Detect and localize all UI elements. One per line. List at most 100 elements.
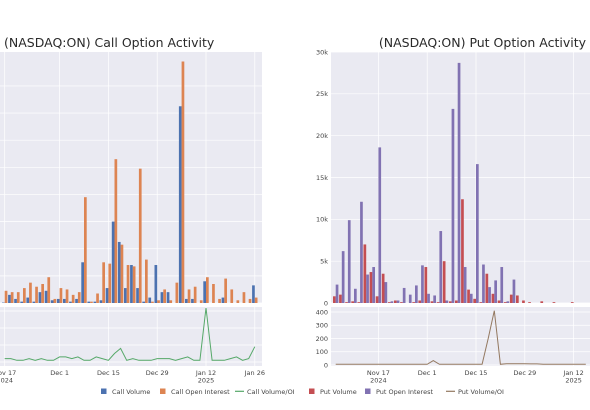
call-volume-oi-line [4, 307, 256, 361]
call-open-interest-bar [47, 277, 51, 303]
put-open-interest-bar [427, 293, 430, 303]
call-open-interest-bar [157, 300, 160, 303]
put-open-interest-bar [415, 285, 418, 303]
call-volume-bar [117, 241, 121, 303]
put-volume-bar [381, 273, 385, 303]
legend-item: Put Volume/OI [446, 388, 504, 396]
call-x-tick-label: Dec 1 [50, 369, 69, 377]
call-volume-bar [252, 285, 255, 303]
call-open-interest-bar [10, 292, 14, 303]
call-volume-bar [203, 281, 206, 303]
call-open-interest-bar [193, 286, 197, 303]
call-open-interest-bar [120, 244, 124, 303]
put-volume-oi-line [335, 310, 586, 365]
call-volume-bar [75, 298, 78, 303]
put-volume-bar [412, 302, 415, 303]
legend-label: Call Volume [112, 388, 150, 396]
put-y-tick-label: 25k [316, 90, 328, 98]
call-x-tick-label: Jan 26 [244, 369, 265, 377]
put-volume-bar [333, 296, 336, 303]
put-y-tick-label: 20k [316, 132, 328, 140]
call-volume-bar [148, 297, 152, 303]
call-volume-bar [154, 265, 158, 303]
put-volume-bar [455, 300, 458, 303]
call-open-interest-bar [145, 259, 148, 303]
put-volume-bar [339, 294, 342, 303]
put-open-interest-bar [500, 267, 504, 303]
call-open-interest-bar [29, 282, 32, 303]
put-open-interest-bar [372, 267, 375, 303]
put-volume-bar [430, 301, 434, 303]
put-open-interest-bar [457, 62, 461, 304]
call-volume-bar [44, 290, 48, 303]
call-open-interest-bar [102, 262, 105, 303]
call-open-interest-bar [35, 286, 38, 303]
put-volume-bar [479, 302, 483, 303]
put-y-tick-label: 30k [316, 48, 328, 56]
call-open-interest-bar [132, 266, 136, 303]
call-open-interest-bar [90, 301, 93, 303]
call-volume-bar [160, 292, 164, 303]
put-volume-bar [473, 298, 476, 303]
put-volume-bar [467, 289, 470, 303]
put-volume-bar [418, 300, 422, 303]
call-volume-bar [166, 292, 170, 303]
legend-swatch [309, 388, 315, 394]
put-y2-tick-label: 0 [324, 361, 328, 369]
put-panel: (NASDAQ:ON) Put Option Activity 0 5k 10k 15… [316, 35, 590, 385]
legend-item: Put Volume [309, 388, 357, 396]
call-open-interest-bar [53, 298, 57, 303]
put-volume-bar [436, 302, 440, 303]
put-volume-bar [387, 302, 391, 303]
put-x-axis-ticks: Nov 17 2024 Dec 1 Dec 15 Dec 29 Jan 12 2025 [367, 369, 584, 385]
put-open-interest-bar [433, 295, 436, 303]
put-volume-bar [509, 294, 513, 303]
legend-swatch [160, 388, 166, 394]
put-x-tick-label: Jan 12 2025 [562, 369, 583, 385]
call-volume-bar [20, 301, 23, 303]
call-open-interest-bar [138, 168, 142, 303]
put-volume-bar [357, 302, 361, 303]
put-open-interest-bar [488, 287, 491, 303]
put-open-interest-bar [384, 282, 388, 303]
put-open-interest-bar [445, 300, 449, 303]
put-volume-bar [522, 300, 525, 303]
call-volume-bar [32, 301, 36, 303]
legend-label: Put Open Interest [376, 388, 433, 396]
put-open-interest-bar [494, 280, 497, 303]
call-ratio-grid [0, 307, 262, 366]
put-open-interest-bar [512, 279, 516, 303]
call-volume-bar [69, 301, 72, 303]
put-open-interest-bar [439, 231, 443, 303]
put-open-interest-bar [506, 301, 510, 303]
put-open-interest-bar [408, 294, 412, 303]
put-volume-bar [400, 302, 403, 303]
call-open-interest-bar [181, 61, 185, 303]
call-open-interest-bar [175, 282, 179, 303]
call-open-interest-bar [96, 293, 99, 303]
put-x-tick-label: Dec 29 [513, 369, 536, 377]
put-x-tick-label: Nov 17 2024 [367, 369, 390, 385]
call-volume-oi-series [4, 307, 256, 361]
call-panel: (NASDAQ:ON) Call Option Activity Nov 172… [0, 35, 265, 385]
call-volume-bar [50, 300, 54, 303]
call-ratio-plot-area [0, 307, 262, 366]
put-open-interest-bar [354, 288, 357, 303]
call-volume-bar [63, 298, 66, 303]
call-chart-title: (NASDAQ:ON) Call Option Activity [4, 35, 215, 50]
put-volume-bar [497, 300, 501, 303]
put-open-interest-bar [451, 108, 455, 303]
put-y-tick-label: 15k [316, 174, 328, 182]
call-volume-bar [221, 297, 225, 303]
call-open-interest-bar [199, 300, 203, 303]
put-volume-bar [442, 261, 446, 303]
put-x-tick-label: Dec 15 [465, 369, 488, 377]
call-volume-bar [26, 297, 30, 303]
call-open-interest-bar [212, 284, 215, 303]
put-volume-bar [485, 273, 489, 303]
call-open-interest-bar [206, 277, 209, 303]
put-ratio-y-axis-ticks: 0 100 200 300 400 [316, 308, 328, 369]
call-open-interest-bar [77, 292, 81, 303]
